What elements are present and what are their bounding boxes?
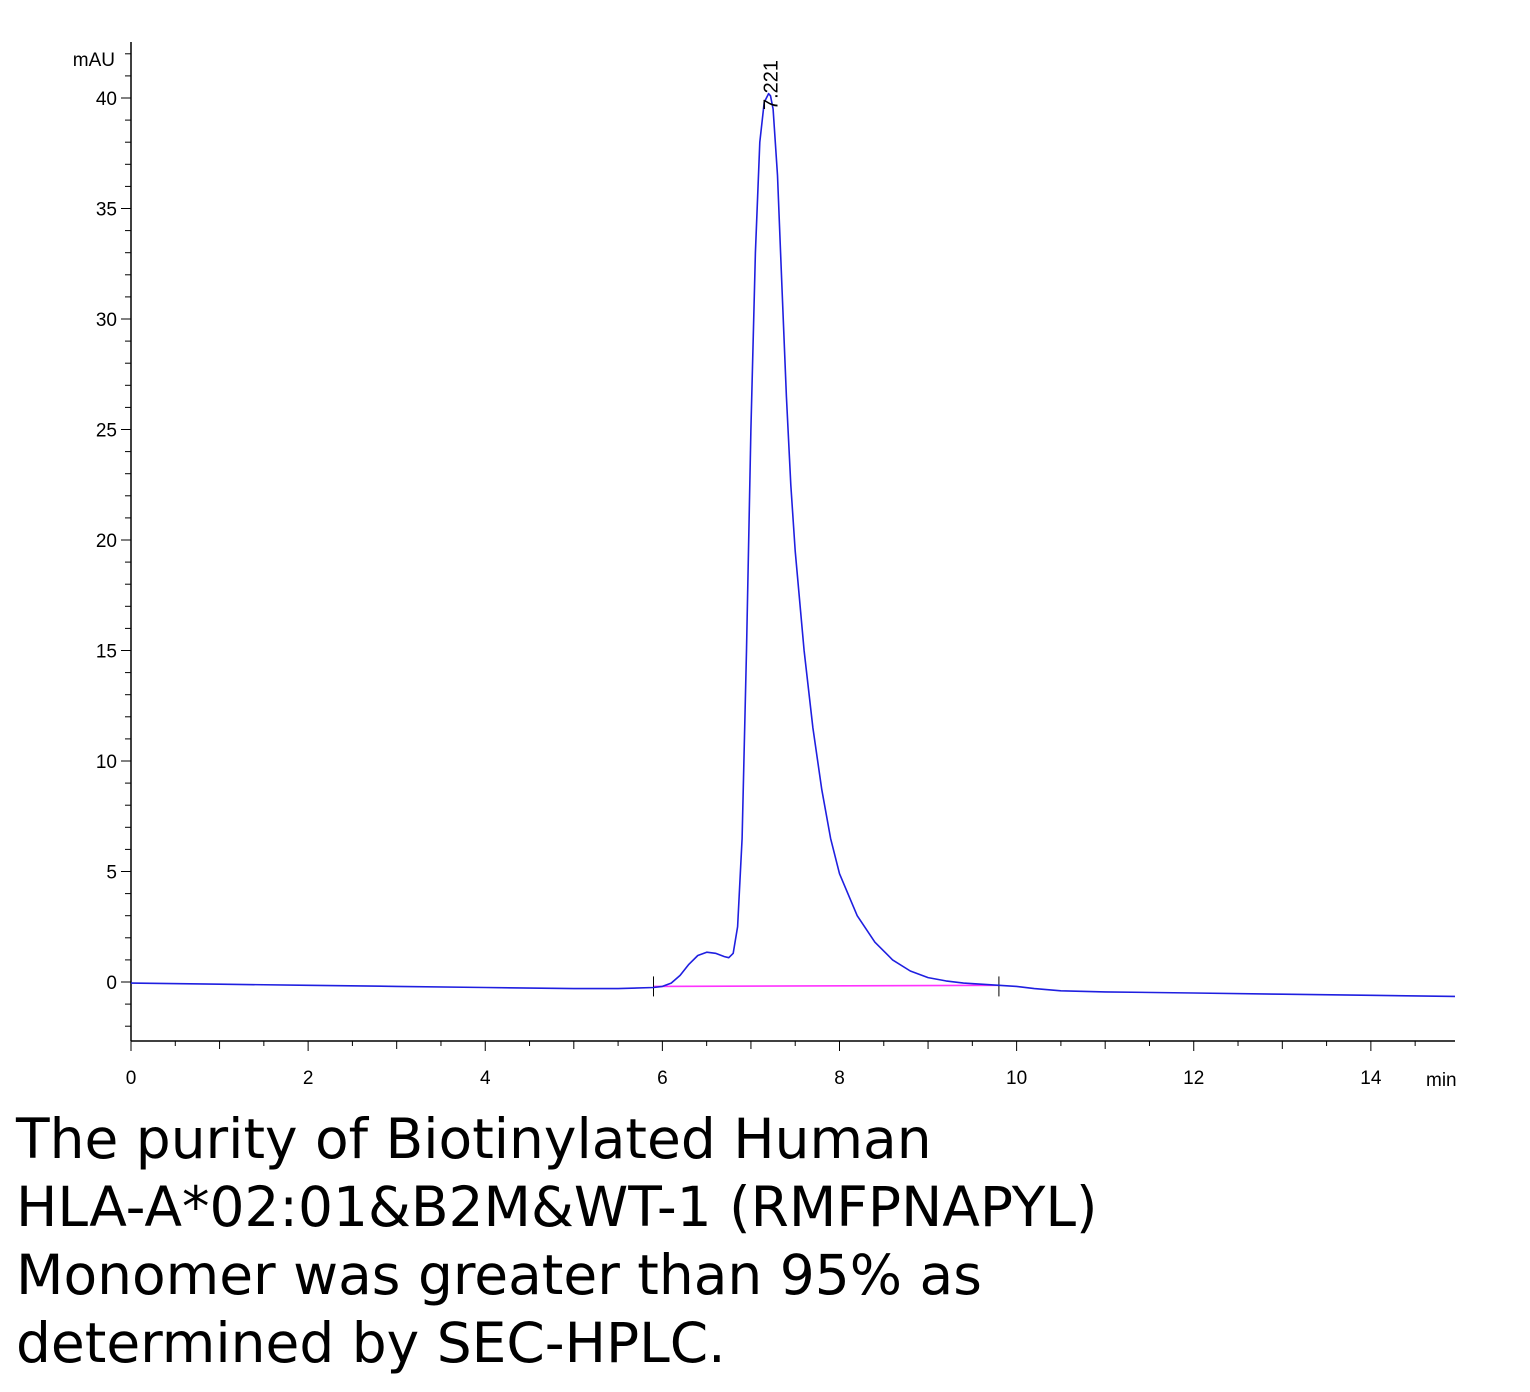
y-tick-label: 5: [106, 863, 117, 884]
x-tick-label: 0: [126, 1068, 137, 1089]
integration-baseline: [653, 984, 999, 988]
y-tick-label: 40: [96, 89, 117, 110]
peak-retention-label: 7.221: [761, 60, 783, 110]
chart-marks: 7.221: [130, 60, 1456, 998]
y-tick-label: 35: [96, 200, 117, 221]
x-tick-label: 8: [834, 1068, 845, 1089]
caption-line-3: Monomer was greater than 95% as: [16, 1243, 982, 1307]
y-axis-unit-label: mAU: [73, 50, 115, 71]
x-tick-label: 14: [1360, 1068, 1382, 1089]
chromatogram-trace: [130, 92, 1456, 998]
chromatogram-chart: 0 5 10 15 20 25 30 35 40 mAU 0 2 4 6 8 10 12 14 min 7.221: [73, 42, 1457, 1091]
x-tick-label: 10: [1006, 1068, 1027, 1089]
chart-tick-labels: 0 5 10 15 20 25 30 35 40 mAU 0 2 4 6 8 10 12 14 min: [73, 50, 1457, 1091]
x-tick-label: 2: [303, 1068, 314, 1089]
x-tick-label: 4: [480, 1068, 491, 1089]
y-tick-label: 15: [96, 642, 117, 663]
caption-line-2: HLA-A*02:01&B2M&WT-1 (RMFPNAPYL): [16, 1175, 1098, 1239]
y-tick-label: 25: [96, 421, 117, 442]
y-tick-label: 20: [96, 531, 117, 552]
chart-ticks: [121, 53, 1416, 1051]
caption-line-1: The purity of Biotinylated Human: [16, 1107, 932, 1171]
chart-axes: [130, 42, 1455, 1042]
caption-line-4: determined by SEC-HPLC.: [16, 1311, 726, 1375]
x-axis-unit-label: min: [1426, 1070, 1457, 1091]
y-tick-label: 10: [96, 752, 117, 773]
x-tick-label: 6: [657, 1068, 668, 1089]
figure-caption: The purity of Biotinylated Human HLA-A*0…: [16, 1105, 1516, 1377]
y-tick-label: 30: [96, 310, 117, 331]
x-tick-label: 12: [1183, 1068, 1204, 1089]
y-tick-label: 0: [106, 973, 117, 994]
